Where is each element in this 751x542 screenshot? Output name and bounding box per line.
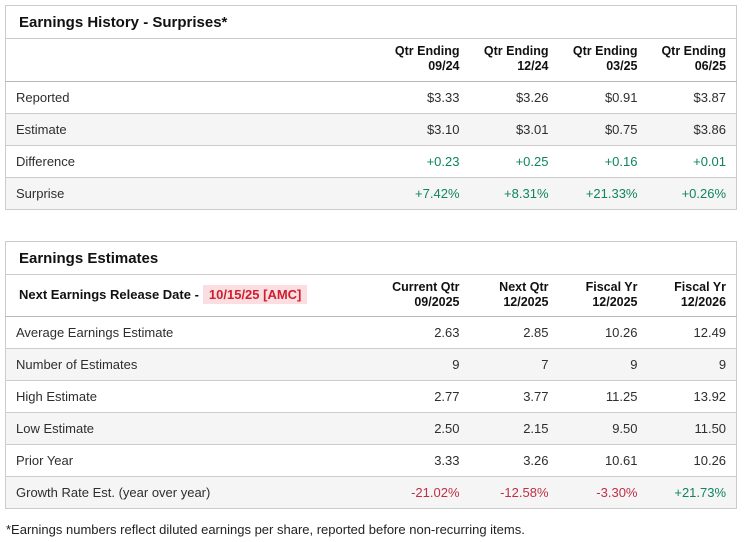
cell-value: 10.26 bbox=[647, 444, 737, 477]
cell-value: +0.16 bbox=[558, 145, 648, 178]
earnings-estimates-table: Earnings Estimates Next Earnings Release… bbox=[5, 240, 738, 509]
earnings-history-header-row: Qtr Ending 09/24 Qtr Ending 12/24 Qtr En… bbox=[5, 38, 737, 82]
next-earnings-release-date: 10/15/25 [AMC] bbox=[202, 284, 308, 304]
column-header-line1: Qtr Ending bbox=[572, 44, 638, 58]
cell-value: +0.23 bbox=[380, 145, 470, 178]
cell-value: $3.33 bbox=[380, 81, 470, 114]
table-row-high-estimate: High Estimate 2.77 3.77 11.25 13.92 bbox=[5, 380, 737, 413]
cell-value: $0.91 bbox=[558, 81, 648, 114]
column-header-line1: Qtr Ending bbox=[483, 44, 549, 58]
cell-value: -3.30% bbox=[558, 476, 648, 509]
earnings-history-table: Earnings History - Surprises* Qtr Ending… bbox=[5, 5, 738, 210]
cell-value: 2.63 bbox=[380, 316, 470, 349]
column-header-next-qtr: Next Qtr 12/2025 bbox=[469, 274, 559, 317]
row-label: Average Earnings Estimate bbox=[5, 316, 381, 349]
table-row-low-estimate: Low Estimate 2.50 2.15 9.50 11.50 bbox=[5, 412, 737, 445]
cell-value: 12.49 bbox=[647, 316, 737, 349]
table-row-reported: Reported $3.33 $3.26 $0.91 $3.87 bbox=[5, 81, 737, 114]
row-label: Estimate bbox=[5, 113, 381, 146]
column-header-line2: 03/25 bbox=[606, 59, 638, 74]
column-header-current-qtr: Current Qtr 09/2025 bbox=[380, 274, 470, 317]
table-row-prior-year: Prior Year 3.33 3.26 10.61 10.26 bbox=[5, 444, 737, 477]
cell-value: 9 bbox=[647, 348, 737, 381]
row-label: Difference bbox=[5, 145, 381, 178]
column-header-line2: 12/2026 bbox=[680, 294, 727, 309]
column-header-fiscal-yr-2025: Fiscal Yr 12/2025 bbox=[558, 274, 648, 317]
cell-value: +0.25 bbox=[469, 145, 559, 178]
column-header-fiscal-yr-2026: Fiscal Yr 12/2026 bbox=[647, 274, 737, 317]
cell-value: 9.50 bbox=[558, 412, 648, 445]
cell-value: $3.26 bbox=[469, 81, 559, 114]
row-label: Reported bbox=[5, 81, 381, 114]
cell-value: 11.25 bbox=[558, 380, 648, 413]
column-header-line1: Next Qtr bbox=[499, 279, 549, 294]
row-label: Growth Rate Est. (year over year) bbox=[5, 476, 381, 509]
column-header-empty bbox=[5, 38, 381, 82]
cell-value: $3.10 bbox=[380, 113, 470, 146]
earnings-estimates-title-row: Earnings Estimates bbox=[5, 241, 737, 275]
column-header-line2: 12/2025 bbox=[592, 294, 638, 309]
cell-value: 10.26 bbox=[558, 316, 648, 349]
table-row-number-of-estimates: Number of Estimates 9 7 9 9 bbox=[5, 348, 737, 381]
cell-value: +0.26% bbox=[647, 177, 737, 209]
cell-value: +8.31% bbox=[469, 177, 559, 209]
column-header-line1: Qtr Ending bbox=[394, 44, 460, 58]
next-earnings-release-label: Next Earnings Release Date - bbox=[19, 286, 199, 302]
column-header-line1: Fiscal Yr bbox=[674, 279, 727, 294]
cell-value: 2.50 bbox=[380, 412, 470, 445]
table-row-surprise: Surprise +7.42% +8.31% +21.33% +0.26% bbox=[5, 177, 737, 209]
cell-value: 9 bbox=[558, 348, 648, 381]
cell-value: -21.02% bbox=[380, 476, 470, 509]
cell-value: 2.15 bbox=[469, 412, 559, 445]
earnings-history-title: Earnings History - Surprises* bbox=[5, 5, 737, 39]
cell-value: +21.73% bbox=[647, 476, 737, 509]
cell-value: 2.77 bbox=[380, 380, 470, 413]
cell-value: +21.33% bbox=[558, 177, 648, 209]
cell-value: 3.33 bbox=[380, 444, 470, 477]
table-row-estimate: Estimate $3.10 $3.01 $0.75 $3.86 bbox=[5, 113, 737, 146]
earnings-estimates-header-row: Next Earnings Release Date -10/15/25 [AM… bbox=[5, 274, 737, 317]
table-row-difference: Difference +0.23 +0.25 +0.16 +0.01 bbox=[5, 145, 737, 178]
column-header-line2: 06/25 bbox=[694, 59, 727, 74]
column-header-qtr-0625: Qtr Ending 06/25 bbox=[647, 38, 737, 82]
column-header-qtr-0325: Qtr Ending 03/25 bbox=[558, 38, 648, 82]
column-header-line1: Qtr Ending bbox=[661, 44, 727, 58]
cell-value: -12.58% bbox=[469, 476, 559, 509]
column-header-qtr-1224: Qtr Ending 12/24 bbox=[469, 38, 559, 82]
cell-value: $3.86 bbox=[647, 113, 737, 146]
column-header-qtr-0924: Qtr Ending 09/24 bbox=[380, 38, 470, 82]
row-label: High Estimate bbox=[5, 380, 381, 413]
cell-value: 9 bbox=[380, 348, 470, 381]
cell-value: 3.77 bbox=[469, 380, 559, 413]
row-label: Low Estimate bbox=[5, 412, 381, 445]
cell-value: 3.26 bbox=[469, 444, 559, 477]
column-header-line2: 09/2025 bbox=[414, 294, 460, 309]
row-label: Number of Estimates bbox=[5, 348, 381, 381]
cell-value: 10.61 bbox=[558, 444, 648, 477]
cell-value: $3.01 bbox=[469, 113, 559, 146]
column-header-line2: 12/24 bbox=[517, 59, 549, 74]
cell-value: 2.85 bbox=[469, 316, 559, 349]
cell-value: $0.75 bbox=[558, 113, 648, 146]
column-header-line1: Current Qtr bbox=[392, 279, 460, 294]
cell-value: 11.50 bbox=[647, 412, 737, 445]
cell-value: +0.01 bbox=[647, 145, 737, 178]
cell-value: 7 bbox=[469, 348, 559, 381]
cell-value: $3.87 bbox=[647, 81, 737, 114]
earnings-history-title-row: Earnings History - Surprises* bbox=[5, 5, 737, 39]
earnings-estimates-title: Earnings Estimates bbox=[5, 241, 737, 275]
cell-value: 13.92 bbox=[647, 380, 737, 413]
table-row-growth-rate: Growth Rate Est. (year over year) -21.02… bbox=[5, 476, 737, 509]
row-label: Prior Year bbox=[5, 444, 381, 477]
table-row-average-earnings-estimate: Average Earnings Estimate 2.63 2.85 10.2… bbox=[5, 316, 737, 349]
column-header-line2: 09/24 bbox=[428, 59, 460, 74]
cell-value: +7.42% bbox=[380, 177, 470, 209]
row-label: Surprise bbox=[5, 177, 381, 209]
column-header-line2: 12/2025 bbox=[503, 294, 549, 309]
column-header-line1: Fiscal Yr bbox=[585, 279, 638, 294]
footnote: *Earnings numbers reflect diluted earnin… bbox=[6, 522, 525, 537]
next-earnings-release: Next Earnings Release Date -10/15/25 [AM… bbox=[5, 274, 381, 317]
